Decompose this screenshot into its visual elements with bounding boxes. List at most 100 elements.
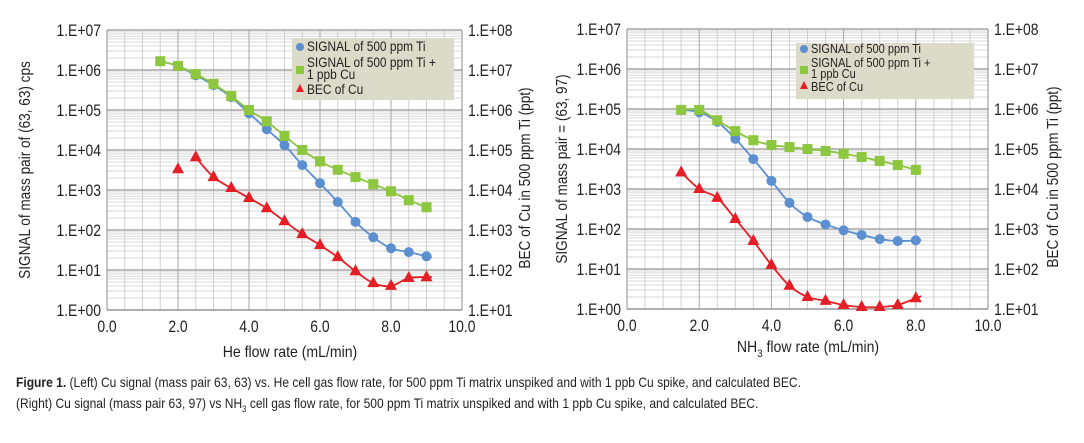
y-tick-label: 1.E+02 — [56, 222, 101, 241]
data-point-triangle — [402, 271, 415, 283]
x-axis-label: He flow rate (mL/min) — [223, 343, 358, 361]
series-square — [676, 104, 922, 175]
caption-right-text-post: cell gas flow rate, for 500 ppm Ti matri… — [246, 395, 759, 411]
data-point-circle — [766, 175, 777, 186]
data-point-circle — [279, 140, 290, 151]
y-tick-label: 1.E+04 — [56, 142, 101, 161]
y-tick-label: 1.E+07 — [56, 22, 101, 41]
chart-left: 1.E+00 1.E+01 1.E+02 1.E+03 1.E+04 1.E+05 1.E+… — [17, 22, 534, 361]
legend-label-line: SIGNAL of 500 ppm Ti + — [811, 55, 930, 70]
y-tick-label: 1.E+02 — [576, 221, 621, 240]
data-point-square — [910, 164, 921, 175]
data-point-triangle — [296, 227, 309, 239]
figure-charts: 1.E+00 1.E+01 1.E+02 1.E+03 1.E+04 1.E+05 1.E+… — [17, 21, 1062, 361]
data-point-triangle — [729, 211, 742, 223]
legend-marker-triangle — [800, 81, 808, 89]
data-point-triangle — [189, 150, 202, 162]
y2-tick-label: 1.E+05 — [994, 141, 1039, 160]
y-tick-label: 1.E+07 — [576, 21, 621, 40]
data-point-square — [315, 156, 325, 167]
x-tick-label: 2.0 — [168, 318, 188, 337]
data-point-square — [368, 179, 379, 190]
data-point-circle — [784, 197, 795, 208]
y2-tick-label: 1.E+03 — [994, 221, 1039, 240]
data-point-triangle — [909, 291, 922, 303]
legend-marker-square — [296, 66, 304, 74]
data-point-triangle — [314, 238, 326, 250]
y2-tick-label: 1.E+01 — [468, 302, 513, 321]
legend-label-line: 1 ppb Cu — [307, 66, 355, 82]
y-tick-label: 1.E+00 — [576, 301, 621, 320]
data-point-square — [676, 104, 687, 115]
y-tick-label: 1.E+04 — [576, 141, 621, 160]
caption-label: Figure 1. — [16, 374, 67, 390]
data-point-square — [350, 172, 361, 183]
data-point-triangle — [747, 234, 760, 246]
data-point-circle — [368, 232, 379, 243]
data-point-square — [261, 116, 272, 127]
data-point-circle — [748, 154, 759, 165]
x-tick-label: 10.0 — [974, 317, 1001, 336]
y2-tick-label: 1.E+07 — [468, 62, 513, 81]
data-point-circle — [315, 178, 325, 189]
legend-marker-circle — [800, 45, 808, 53]
x-axis-label: NH3 flow rate (mL/min) — [737, 338, 879, 360]
y2-axis-label: BEC of Cu in 500 ppm Ti (ppt) — [517, 87, 534, 268]
y-tick-label: 1.E+05 — [56, 102, 101, 121]
legend-label-line: SIGNAL of 500 ppm Ti + — [307, 54, 436, 70]
y2-tick-label: 1.E+08 — [994, 21, 1039, 40]
y2-tick-label: 1.E+04 — [994, 181, 1039, 200]
x-tick-label: 4.0 — [762, 317, 782, 336]
y2-tick-label: 1.E+06 — [468, 102, 513, 121]
series-triangle — [172, 150, 433, 290]
data-point-triangle — [385, 278, 397, 290]
data-point-square — [712, 115, 723, 126]
legend-marker-circle — [296, 43, 304, 51]
data-point-square — [244, 105, 254, 115]
data-point-square — [748, 135, 759, 146]
data-point-square — [173, 60, 183, 71]
data-point-square — [766, 139, 777, 150]
data-point-square — [820, 146, 831, 157]
y2-tick-label: 1.E+03 — [468, 222, 513, 241]
data-point-triangle — [765, 257, 778, 269]
data-point-circle — [910, 235, 921, 246]
y-tick-label: 1.E+05 — [576, 101, 621, 120]
x-axis-label-part: NH — [737, 338, 757, 356]
figure-caption: Figure 1. (Left) Cu signal (mass pair 63… — [16, 372, 1074, 420]
x-axis-label-subscript: 3 — [757, 349, 763, 361]
data-point-square — [297, 145, 308, 155]
data-point-triangle — [331, 250, 344, 262]
data-point-triangle — [349, 264, 362, 276]
x-tick-label: 6.0 — [310, 318, 330, 337]
y-tick-label: 1.E+01 — [576, 261, 621, 280]
data-point-circle — [802, 211, 813, 222]
y2-tick-label: 1.E+08 — [468, 22, 513, 41]
data-point-circle — [874, 234, 885, 245]
data-point-triangle — [801, 289, 814, 301]
y2-tick-label: 1.E+05 — [468, 142, 513, 161]
data-point-square — [208, 78, 219, 89]
series-triangle — [675, 165, 922, 312]
y-tick-label: 1.E+01 — [56, 262, 101, 281]
data-point-square — [856, 152, 867, 163]
data-point-square — [838, 148, 849, 159]
x-tick-label: 6.0 — [834, 317, 854, 336]
legend-box — [796, 43, 974, 99]
trend-line — [160, 60, 433, 211]
data-point-square — [279, 130, 290, 141]
data-point-triangle — [711, 190, 724, 202]
data-point-triangle — [243, 191, 255, 203]
y2-axis-label: BEC of Cu in 500 ppm Ti (ppt) — [1045, 86, 1062, 267]
legend-box — [292, 38, 454, 100]
x-axis-label-part: flow rate (mL/min) — [763, 338, 880, 356]
data-point-circle — [820, 219, 831, 230]
x-tick-label: 10.0 — [448, 318, 475, 337]
data-point-square — [784, 142, 795, 153]
x-tick-label: 8.0 — [906, 317, 926, 336]
data-point-triangle — [260, 201, 273, 213]
y-tick-label: 1.E+06 — [56, 62, 101, 81]
data-point-circle — [297, 160, 308, 171]
data-point-circle — [892, 236, 903, 247]
y-tick-label: 1.E+03 — [56, 182, 101, 201]
